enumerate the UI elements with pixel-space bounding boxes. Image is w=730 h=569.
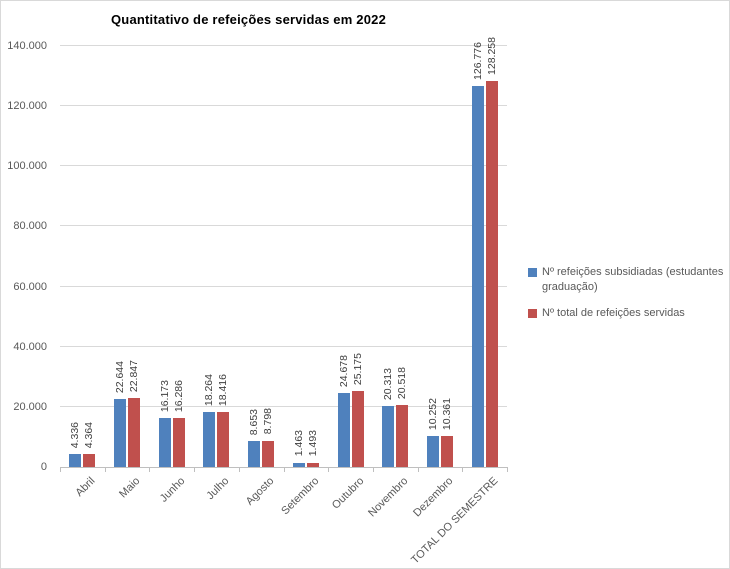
axis-tick [60,467,61,472]
bar-label: 1.463 [292,430,305,457]
bar [382,405,395,467]
y-tick-label: 60.000 [13,280,47,293]
y-tick-label: 40.000 [13,340,47,353]
bar-label: 20.518 [396,367,409,400]
bar-label: 25.175 [351,353,364,386]
bar [306,462,319,467]
bar [114,398,127,467]
bar-label: 24.678 [337,354,350,387]
bar-label: 10.252 [426,398,439,431]
legend-label-series2: Nº total de refeições servidas [542,306,685,319]
gridline [60,165,507,167]
axis-tick [238,467,240,472]
bar [128,398,141,467]
bar [158,418,171,467]
bar-label: 22.644 [114,360,127,393]
bar [426,436,439,467]
axis-tick [283,467,285,472]
bar-label: 128.258 [485,37,498,76]
y-tick-label: 120.000 [7,100,47,113]
bar-label: 16.173 [158,380,171,413]
legend-label-series1: Nº refeições subsidiadas (estudantes gra… [542,266,724,293]
series2-swatch-icon [528,308,537,318]
y-tick-label: 140.000 [7,40,47,52]
chart-title: Quantitativo de refeições servidas em 20… [111,12,387,27]
legend: Nº refeições subsidiadas (estudantes gra… [528,265,726,332]
bar [396,405,409,467]
axis-tick [372,467,374,472]
legend-entry-series1: Nº refeições subsidiadas (estudantes gra… [528,265,726,295]
axis-tick [462,467,464,472]
plot-area: 4.336 4.364 22.644 22.847 16.173 16.286 18.264… [60,37,507,468]
bar-label: 4.364 [83,421,96,448]
axis-tick [194,467,196,472]
bar [172,418,185,467]
bar [440,435,453,467]
gridline [60,285,507,287]
gridline [60,405,507,407]
legend-entry-series2: Nº total de refeições servidas [528,306,726,321]
bar [262,440,275,467]
bar-label: 1.493 [306,430,319,457]
gridline [60,225,507,227]
axis-tick [328,467,330,472]
gridline [60,345,507,347]
axis-tick [149,467,151,472]
bar-label: 4.336 [69,421,82,448]
y-tick-label: 100.000 [7,160,47,173]
bar-label: 16.286 [172,379,185,413]
bar [485,81,498,467]
bar [248,440,261,467]
bar [292,462,305,467]
bar [217,411,230,467]
bar [471,85,484,467]
bar-label: 8.798 [262,408,275,435]
bar [83,453,96,467]
bar-label: 126.776 [471,41,484,80]
bar [69,453,82,467]
y-tick-label: 0 [40,461,47,473]
bar [337,392,350,467]
bar [351,391,364,467]
axis-tick [104,467,106,472]
bar-label: 20.313 [382,367,395,400]
axis-tick [417,467,419,472]
bar [203,412,216,467]
bar-label: 22.847 [128,360,141,393]
gridline [60,105,507,107]
bar-label: 18.264 [203,373,216,407]
bar-label: 18.416 [217,373,230,406]
series1-swatch-icon [528,268,537,277]
y-tick-label: 80.000 [13,220,47,233]
axis-tick [507,467,508,472]
x-tick-label: Abril [73,475,98,500]
gridline [60,45,507,46]
y-tick-label: 20.000 [13,400,47,413]
bar-label: 10.361 [440,397,453,430]
bar-label: 8.653 [248,408,261,435]
